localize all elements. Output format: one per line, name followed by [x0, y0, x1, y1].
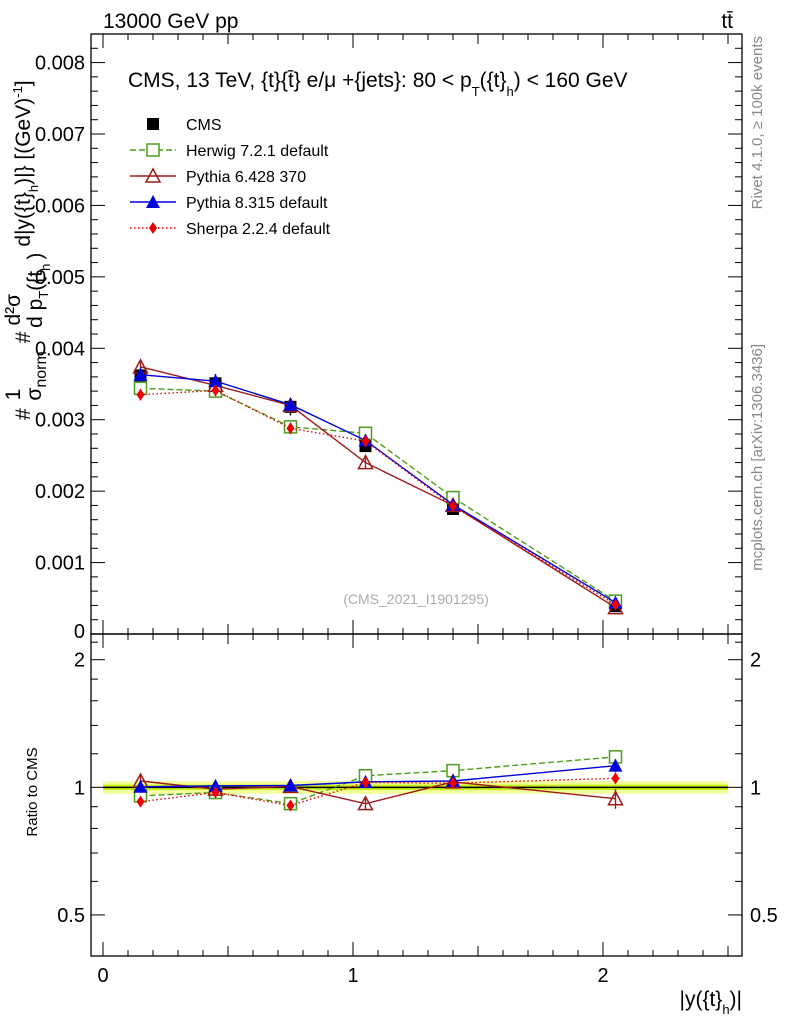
- series-line: [140, 387, 616, 602]
- y-zero-label: 0: [74, 621, 85, 643]
- series-line: [140, 374, 616, 604]
- plot-title: CMS, 13 TeV, {t}{t̄} e/μ +{jets}: 80 < p…: [128, 69, 628, 99]
- data-point: [136, 388, 145, 401]
- data-point: [133, 367, 148, 381]
- data-point: [211, 384, 220, 397]
- ratio-y-tick-label: 2: [74, 650, 85, 672]
- data-point: [357, 453, 374, 470]
- svg-text:#1σnorm#d²σd pT({th)d|y({t}h)|: #1σnorm#d²σd pT({th)d|y({t}h)|} [(GeV)-1…: [2, 80, 53, 420]
- legend-marker: [144, 167, 162, 183]
- ratio-point: [208, 778, 223, 792]
- x-tick-label: 0: [97, 965, 108, 987]
- main-y-axis-label: #1σnorm#d²σd pT({th)d|y({t}h)|} [(GeV)-1…: [2, 80, 53, 420]
- ratio-y-tick-label: 0.5: [57, 905, 85, 927]
- y-tick-label: 0.004: [35, 338, 85, 360]
- ratio-line: [140, 756, 616, 805]
- ratio-line: [140, 777, 616, 807]
- y-tick-label: 0.003: [35, 410, 85, 432]
- y-tick-label: 0.007: [35, 124, 85, 146]
- x-tick-label: 1: [347, 965, 358, 987]
- y-tick-label: 0.002: [35, 481, 85, 503]
- legend: CMS Herwig 7.2.1 default Pythia 6.428 370 P…: [130, 117, 331, 238]
- y-tick-label: 0.008: [35, 53, 85, 75]
- ratio-point: [283, 778, 298, 792]
- series-line: [140, 366, 616, 609]
- data-point: [208, 374, 223, 388]
- ratio-y-tick-label: 1: [74, 777, 85, 799]
- ratio-line: [140, 764, 616, 788]
- ratio-series-group: [132, 750, 624, 812]
- ratio-point: [449, 777, 457, 790]
- ratio-uncertainty-band: [103, 780, 728, 794]
- ratio-point: [136, 795, 145, 808]
- ratio-y-tick-label-right: 2: [750, 650, 761, 672]
- legend-marker: [149, 222, 157, 234]
- mcplots-label: mcplots.cern.ch [arXiv:1306.3436]: [749, 344, 766, 571]
- legend-label: Herwig 7.2.1 default: [186, 143, 329, 160]
- process-label: tt̄: [721, 10, 733, 33]
- ratio-point: [357, 795, 374, 811]
- x-axis-label: |y({t}h)|: [680, 988, 743, 1017]
- ratio-axes: 0.5 0.5 1 1 2 2 0 1 2: [57, 634, 778, 987]
- ratio-point: [361, 776, 370, 789]
- ratio-y-axis-label: Ratio to CMS: [24, 747, 41, 836]
- ratio-plot-frame: [90, 633, 743, 957]
- rivet-label: Rivet 4.1.0, ≥ 100k events: [749, 36, 766, 209]
- data-point: [611, 598, 620, 611]
- ratio-line: [140, 780, 616, 805]
- ratio-point: [611, 772, 620, 785]
- legend-marker: [146, 143, 160, 157]
- legend-label: Sherpa 2.2.4 default: [186, 221, 331, 238]
- main-y-axis: 0.001 0.002 0.003 0.004 0.005 0.006 0.007 0.008…: [35, 33, 742, 643]
- main-series-group: [132, 358, 624, 615]
- series-line: [140, 389, 616, 606]
- ratio-y-tick-label-right: 1: [750, 777, 761, 799]
- ratio-series-sherpa-2-2-4-default: [136, 772, 620, 812]
- ratio-point: [607, 790, 624, 806]
- series-sherpa-2-2-4-default: [136, 384, 620, 611]
- data-point: [449, 500, 457, 513]
- x-tick-label: 2: [597, 965, 608, 987]
- data-point: [283, 397, 298, 411]
- legend-label: CMS: [186, 117, 222, 134]
- legend-label: Pythia 6.428 370: [186, 169, 306, 186]
- y-tick-label: 0.001: [35, 553, 85, 575]
- ratio-point: [286, 799, 295, 812]
- legend-marker: [146, 195, 160, 208]
- y-tick-label: 0.005: [35, 267, 85, 289]
- data-point: [286, 422, 295, 435]
- ratio-point: [608, 758, 623, 772]
- y-tick-label: 0.006: [35, 195, 85, 217]
- legend-label: Pythia 8.315 default: [186, 195, 328, 212]
- energy-label: 13000 GeV pp: [103, 10, 238, 33]
- ratio-point: [133, 779, 148, 793]
- ratio-point: [211, 786, 220, 799]
- ratio-y-tick-label-right: 0.5: [750, 905, 778, 927]
- data-point: [361, 435, 370, 448]
- analysis-id-label: (CMS_2021_I1901295): [343, 591, 489, 607]
- legend-marker: [147, 118, 159, 130]
